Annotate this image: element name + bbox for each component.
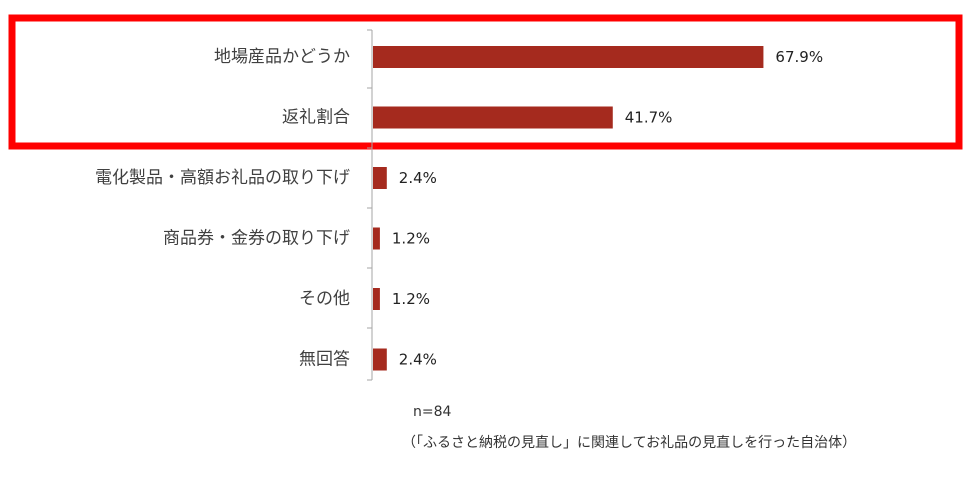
category-label: 電化製品・高額お礼品の取り下げ (95, 168, 350, 188)
bar (373, 348, 387, 371)
bar (373, 227, 380, 250)
bar (373, 46, 764, 68)
category-label: 地場産品かどうか (214, 47, 350, 67)
data-label: 2.4% (399, 351, 437, 369)
axis-ticks (367, 29, 372, 381)
sample-size-note: n=84 (413, 404, 452, 420)
caption-note: （「ふるさと納税の見直し」に関連してお礼品の見直しを行った自治体） (402, 435, 857, 451)
data-label: 1.2% (392, 290, 430, 308)
data-label: 1.2% (392, 230, 430, 248)
category-label: その他 (299, 289, 350, 309)
highlight-box (8, 14, 963, 150)
data-label: 67.9% (775, 48, 823, 66)
bar (373, 288, 380, 310)
category-label: 無回答 (299, 350, 350, 370)
category-labels: 地場産品かどうか返礼割合電化製品・高額お礼品の取り下げ商品券・金券の取り下げその… (95, 47, 350, 370)
data-label: 2.4% (399, 169, 437, 187)
bars-group (373, 46, 764, 371)
value-labels: 67.9% 41.7% 2.4% 1.2% 1.2% 2.4% (392, 48, 823, 369)
bar (373, 167, 387, 189)
category-label: 商品券・金券の取り下げ (163, 229, 350, 249)
data-label: 41.7% (625, 109, 673, 127)
category-label: 返礼割合 (282, 108, 350, 128)
bar (373, 106, 613, 129)
